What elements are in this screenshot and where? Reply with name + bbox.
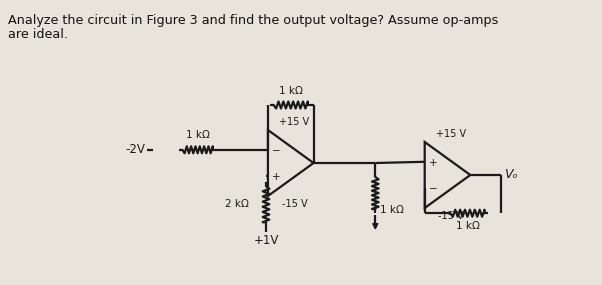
- Text: +: +: [272, 172, 281, 182]
- Text: +15 V: +15 V: [436, 129, 466, 139]
- Text: −: −: [272, 146, 281, 156]
- Text: Analyze the circuit in Figure 3 and find the output voltage? Assume op-amps: Analyze the circuit in Figure 3 and find…: [8, 14, 498, 27]
- Text: 1 kΩ: 1 kΩ: [380, 205, 404, 215]
- Text: +: +: [429, 158, 438, 168]
- Text: +1V: +1V: [253, 234, 279, 247]
- Text: 2 kΩ: 2 kΩ: [225, 199, 249, 209]
- Text: +15 V: +15 V: [279, 117, 309, 127]
- Text: −: −: [429, 184, 438, 194]
- Text: 1 kΩ: 1 kΩ: [185, 130, 209, 140]
- Text: -15 V: -15 V: [438, 211, 464, 221]
- Text: 1 kΩ: 1 kΩ: [279, 86, 303, 96]
- Text: -2V: -2V: [125, 143, 145, 156]
- Text: 1 kΩ: 1 kΩ: [456, 221, 479, 231]
- Text: Vₒ: Vₒ: [503, 168, 517, 182]
- Text: -15 V: -15 V: [282, 199, 307, 209]
- Text: are ideal.: are ideal.: [8, 28, 67, 41]
